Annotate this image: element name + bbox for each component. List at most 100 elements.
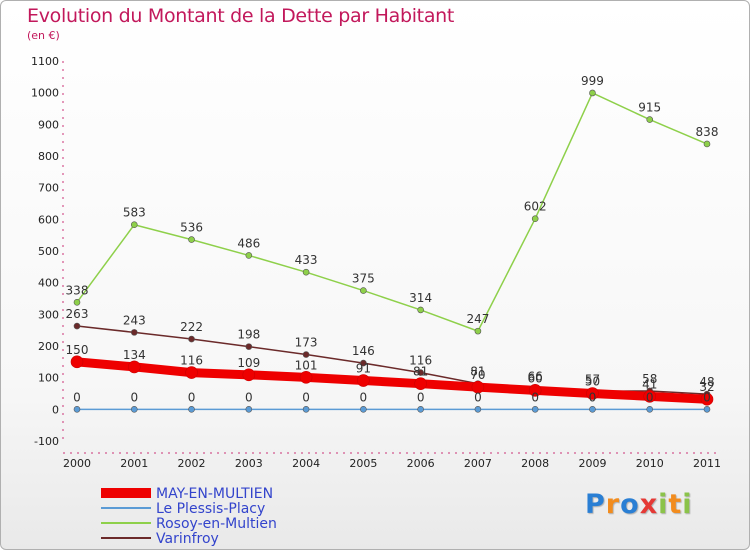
data-label: 50 [585, 375, 600, 389]
data-point [302, 351, 310, 358]
logo-letter: i [682, 489, 693, 520]
y-tick-label: 0 [52, 403, 59, 416]
data-point [474, 406, 482, 413]
data-label: 0 [474, 390, 482, 404]
data-label: 58 [642, 372, 657, 386]
logo-letter: i [658, 489, 669, 520]
x-tick-label: 2002 [178, 457, 206, 470]
y-tick-label: 100 [38, 372, 59, 385]
data-point [188, 406, 195, 413]
y-tick-label: 500 [38, 245, 59, 258]
data-label: 536 [180, 221, 203, 235]
data-point [130, 329, 138, 336]
data-point [360, 287, 367, 294]
data-label: 247 [466, 312, 489, 326]
data-point [73, 322, 81, 330]
data-point [703, 140, 711, 148]
data-label: 0 [417, 390, 425, 404]
data-point [531, 406, 539, 413]
data-point [646, 116, 654, 123]
legend-label: Varinfroy [156, 531, 219, 547]
data-point [188, 236, 195, 243]
data-point [357, 374, 370, 387]
logo-letter: o [620, 489, 640, 520]
data-point [531, 215, 539, 222]
data-point [127, 360, 141, 374]
data-label: 66 [528, 369, 543, 383]
proxiti-logo: Proxiti [585, 489, 693, 520]
x-tick-label: 2010 [636, 457, 664, 470]
x-tick-label: 2000 [63, 457, 91, 470]
data-point [417, 369, 424, 376]
data-label: 70 [470, 368, 485, 382]
data-label: 375 [352, 272, 375, 286]
data-point [646, 406, 654, 413]
series-line-2 [76, 92, 708, 332]
data-point [700, 392, 714, 406]
data-label: 81 [413, 365, 428, 379]
data-label: 0 [130, 390, 138, 404]
data-label: 0 [646, 390, 654, 404]
data-point [245, 406, 253, 413]
data-label: 486 [237, 236, 260, 250]
data-point [130, 221, 138, 229]
x-tick-label: 2005 [349, 457, 377, 470]
data-label: 41 [642, 377, 657, 391]
data-label: 222 [180, 320, 203, 334]
data-point [528, 384, 542, 397]
x-tick-label: 2007 [464, 457, 492, 470]
x-tick-label: 2004 [292, 457, 320, 470]
data-label: 243 [123, 313, 146, 327]
chart-title: Evolution du Montant de la Dette par Hab… [27, 5, 455, 27]
legend-label: Le Plessis-Placy [156, 501, 265, 517]
data-label: 150 [66, 343, 89, 357]
data-point [245, 252, 253, 259]
data-label: 0 [73, 390, 81, 404]
logo-letter: t [668, 489, 683, 520]
x-tick-label: 2011 [693, 457, 721, 470]
data-label: 173 [295, 336, 318, 350]
data-point [73, 298, 81, 306]
x-tick-label: 2009 [578, 457, 606, 470]
data-label: 433 [295, 253, 318, 267]
y-tick-label: 600 [38, 213, 59, 226]
data-point [471, 380, 485, 394]
x-tick-label: 2006 [407, 457, 435, 470]
data-label: 838 [696, 125, 719, 139]
data-label: 0 [589, 390, 597, 404]
data-point [242, 368, 256, 382]
x-tick-label: 2003 [235, 457, 263, 470]
data-point [360, 359, 367, 367]
data-label: 0 [360, 390, 368, 404]
data-point [70, 355, 84, 369]
data-point [474, 327, 482, 335]
data-point [586, 387, 599, 400]
data-label: 583 [123, 206, 146, 220]
data-label: 602 [524, 200, 547, 214]
data-label: 0 [245, 390, 253, 404]
x-tick-label: 2008 [521, 457, 549, 470]
data-point [589, 89, 596, 97]
y-tick-label: 1000 [31, 87, 59, 100]
data-label: 915 [638, 101, 661, 115]
data-point [130, 406, 138, 413]
y-tick-label: 800 [38, 150, 59, 163]
y-tick-label: 400 [38, 277, 59, 290]
y-tick-label: 300 [38, 308, 59, 321]
data-point [643, 390, 657, 403]
data-point [185, 366, 198, 379]
data-label: 0 [531, 390, 539, 404]
data-label: 91 [356, 362, 371, 376]
data-point [302, 406, 310, 413]
legend-label: MAY-EN-MULTIEN [156, 486, 273, 502]
data-label: 999 [581, 74, 604, 88]
data-label: 116 [409, 354, 432, 368]
data-point [360, 406, 367, 413]
series-line-0 [72, 357, 712, 404]
legend-label: Rosoy-en-Multien [156, 516, 277, 532]
data-label: 0 [703, 390, 711, 404]
data-point [703, 406, 711, 413]
data-label: 134 [123, 348, 146, 362]
logo-letter: r [605, 489, 621, 520]
